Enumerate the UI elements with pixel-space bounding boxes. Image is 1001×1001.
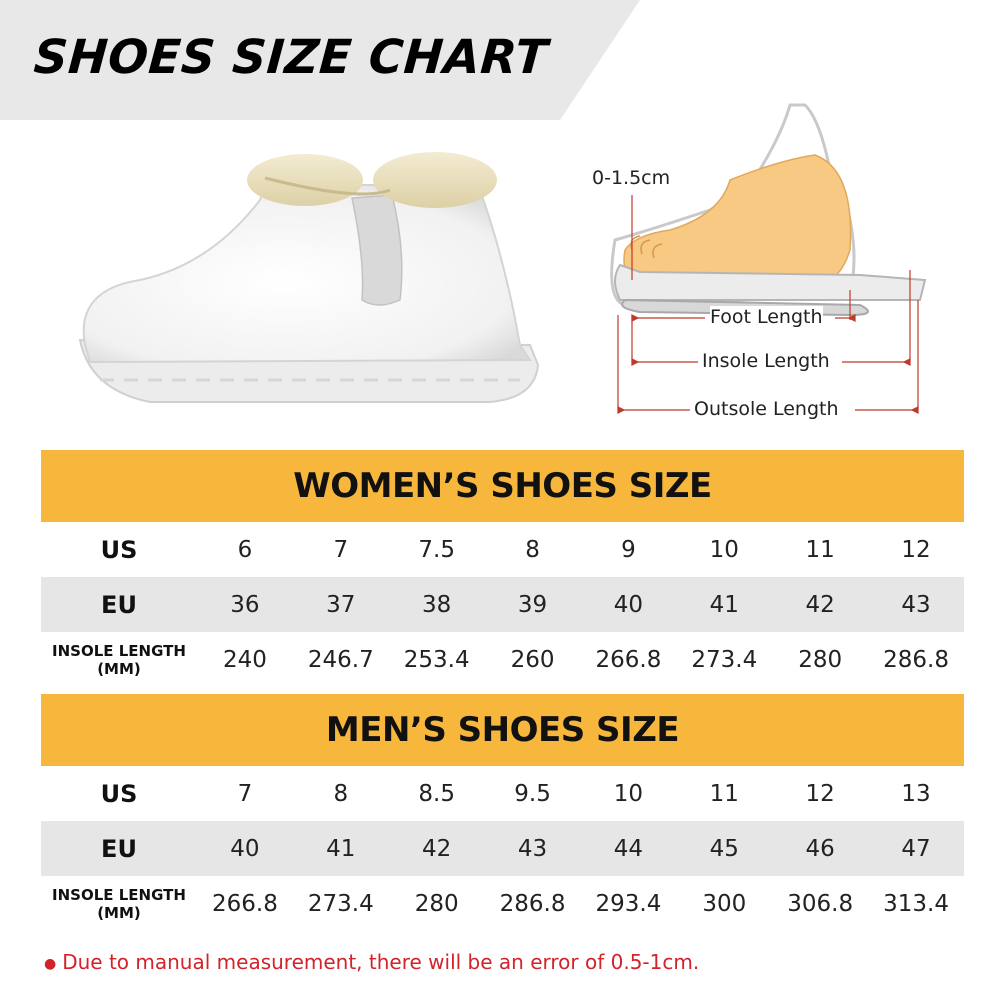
length-cell: 280 — [414, 890, 459, 917]
bullet-icon: ● — [44, 955, 57, 972]
row-label-line2: (MM) — [97, 659, 141, 678]
measurement-note: ● Due to manual measurement, there will b… — [44, 950, 699, 974]
size-cell: 40 — [613, 591, 644, 618]
page-title: SHOES SIZE CHART — [32, 30, 550, 85]
row-label: EU — [101, 834, 137, 863]
length-cell: 300 — [702, 890, 747, 917]
length-cell: 240 — [222, 646, 267, 673]
length-cell: 293.4 — [595, 890, 662, 917]
row-label: US — [100, 535, 138, 564]
size-cell: 6 — [237, 536, 253, 563]
length-cell: 306.8 — [787, 890, 854, 917]
heel-height-label: 0-1.5cm — [592, 167, 671, 189]
length-cell: 260 — [510, 646, 555, 673]
size-cell: 13 — [901, 780, 931, 807]
size-cell: 41 — [709, 591, 739, 618]
size-cell: 41 — [326, 835, 356, 862]
size-cell: 43 — [517, 835, 548, 862]
size-cell: 44 — [613, 835, 644, 862]
mens-insole-row: INSOLE LENGTH (MM) 266.8 273.4 280 286.8… — [41, 876, 964, 931]
size-cell: 42 — [422, 835, 452, 862]
outsole-length-label: Outsole Length — [694, 398, 839, 420]
size-cell: 7 — [333, 536, 349, 563]
size-cell: 10 — [613, 780, 644, 807]
length-cell: 273.4 — [307, 890, 374, 917]
womens-eu-row: EU 36 37 38 39 40 41 42 43 — [41, 577, 964, 632]
length-cell: 273.4 — [691, 646, 758, 673]
size-cell: 46 — [805, 835, 835, 862]
mens-eu-row: EU 40 41 42 43 44 45 46 47 — [41, 821, 964, 876]
size-cell: 7.5 — [418, 536, 455, 563]
size-cell: 10 — [709, 536, 739, 563]
length-cell: 280 — [798, 646, 843, 673]
size-cell: 8 — [333, 780, 349, 807]
row-label-line1: INSOLE LENGTH — [52, 641, 186, 660]
length-cell: 266.8 — [212, 890, 278, 917]
mens-table-header: MEN’S SHOES SIZE — [41, 694, 964, 766]
size-cell: 12 — [805, 780, 835, 807]
size-cell: 8 — [525, 536, 540, 563]
size-cell: 39 — [517, 591, 548, 618]
womens-table-header: WOMEN’S SHOES SIZE — [41, 450, 964, 522]
banner-shape — [0, 0, 640, 120]
womens-insole-row: INSOLE LENGTH (MM) 240 246.7 253.4 260 2… — [41, 632, 964, 687]
row-label: US — [100, 779, 138, 808]
size-cell: 40 — [230, 835, 260, 862]
row-label: INSOLE LENGTH (MM) — [41, 642, 197, 678]
length-cell: 286.8 — [499, 890, 566, 917]
size-cell: 12 — [901, 536, 931, 563]
size-cell: 38 — [422, 591, 452, 618]
row-label: INSOLE LENGTH (MM) — [41, 886, 197, 922]
insole-length-label: Insole Length — [702, 350, 830, 372]
length-cell: 246.7 — [307, 646, 374, 673]
note-text: Due to manual measurement, there will be… — [62, 950, 700, 974]
length-cell: 286.8 — [883, 646, 949, 673]
size-cell: 11 — [805, 536, 835, 563]
length-cell: 266.8 — [595, 646, 662, 673]
boot-illustration — [60, 140, 550, 420]
size-cell: 7 — [237, 780, 253, 807]
mens-size-table: MEN’S SHOES SIZE US 7 8 8.5 9.5 10 11 12… — [41, 694, 964, 931]
size-cell: 8.5 — [418, 780, 455, 807]
size-cell: 9.5 — [514, 780, 551, 807]
foot-measurement-diagram — [580, 100, 940, 430]
womens-us-row: US 6 7 7.5 8 9 10 11 12 — [41, 522, 964, 577]
title-banner — [0, 0, 1001, 120]
size-cell: 43 — [901, 591, 931, 618]
size-cell: 42 — [805, 591, 835, 618]
row-label-line1: INSOLE LENGTH — [52, 885, 186, 904]
size-cell: 36 — [230, 591, 260, 618]
size-cell: 11 — [709, 780, 739, 807]
length-cell: 253.4 — [403, 646, 470, 673]
row-label: EU — [101, 590, 137, 619]
mens-us-row: US 7 8 8.5 9.5 10 11 12 13 — [41, 766, 964, 821]
size-cell: 47 — [901, 835, 931, 862]
length-cell: 313.4 — [883, 890, 949, 917]
size-cell: 9 — [621, 536, 636, 563]
size-cell: 45 — [709, 835, 739, 862]
womens-size-table: WOMEN’S SHOES SIZE US 6 7 7.5 8 9 10 11 … — [41, 450, 964, 687]
foot-length-label: Foot Length — [710, 306, 823, 328]
size-cell: 37 — [326, 591, 356, 618]
row-label-line2: (MM) — [97, 903, 141, 922]
